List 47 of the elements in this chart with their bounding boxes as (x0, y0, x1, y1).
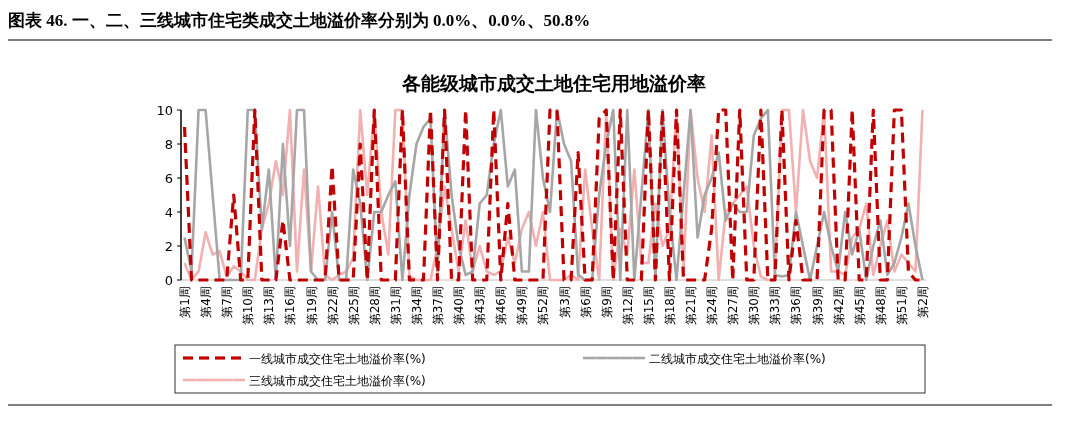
x-tick-label: 第15周 (641, 286, 656, 326)
x-tick-label: 第18周 (662, 286, 677, 326)
x-tick-label: 第7周 (220, 286, 235, 318)
x-tick-label: 第46周 (494, 286, 509, 326)
x-tick-label: 第45周 (852, 286, 867, 326)
chart-subtitle: 各能级城市成交土地住宅用地溢价率 (400, 73, 706, 94)
x-tick-label: 第24周 (705, 286, 720, 326)
x-tick-label: 第16周 (283, 286, 298, 326)
x-tick-label: 第12周 (620, 286, 635, 326)
x-tick-label: 第34周 (409, 286, 424, 326)
x-tick-label: 第22周 (325, 286, 340, 326)
x-tick-label: 第1周 (178, 286, 193, 318)
legend-label: 三线城市成交住宅土地溢价率(%) (249, 374, 426, 388)
x-tick-label: 第13周 (262, 286, 277, 326)
y-tick-label: 4 (164, 205, 173, 220)
x-tick-label: 第31周 (388, 286, 403, 326)
x-tick-label: 第4周 (199, 286, 214, 318)
x-tick-label: 第33周 (768, 286, 783, 326)
x-tick-label: 第42周 (831, 286, 846, 326)
y-tick-label: 2 (164, 239, 173, 254)
x-tick-label: 第27周 (726, 286, 741, 326)
x-tick-label: 第43周 (473, 286, 488, 326)
y-tick-label: 0 (164, 273, 173, 288)
x-tick-label: 第48周 (873, 286, 888, 326)
x-tick-label: 第25周 (346, 286, 361, 326)
x-tick-label: 第40周 (452, 286, 467, 326)
legend-label: 一线城市成交住宅土地溢价率(%) (249, 352, 426, 366)
x-tick-label: 第28周 (367, 286, 382, 326)
x-tick-label: 第52周 (536, 286, 551, 326)
x-tick-label: 第3周 (557, 286, 572, 318)
x-tick-label: 第49周 (515, 286, 530, 326)
x-tick-label: 第9周 (599, 286, 614, 318)
x-tick-label: 第6周 (578, 286, 593, 318)
y-tick-label: 8 (164, 137, 173, 152)
y-tick-label: 10 (156, 103, 173, 118)
x-tick-label: 第37周 (431, 286, 446, 326)
x-tick-label: 第21周 (684, 286, 699, 326)
x-tick-label: 第2周 (915, 286, 930, 318)
x-tick-label: 第51周 (894, 286, 909, 326)
x-tick-label: 第19周 (304, 286, 319, 326)
x-tick-label: 第10周 (241, 286, 256, 326)
chart-title: 图表 46. 一、二、三线城市住宅类成交土地溢价率分别为 0.0%、0.0%、50.8% (8, 11, 591, 30)
x-tick-label: 第39周 (810, 286, 825, 326)
x-tick-label: 第30周 (747, 286, 762, 326)
y-tick-label: 6 (164, 171, 173, 186)
legend-label: 二线城市成交住宅土地溢价率(%) (649, 352, 826, 366)
x-tick-label: 第36周 (789, 286, 804, 326)
